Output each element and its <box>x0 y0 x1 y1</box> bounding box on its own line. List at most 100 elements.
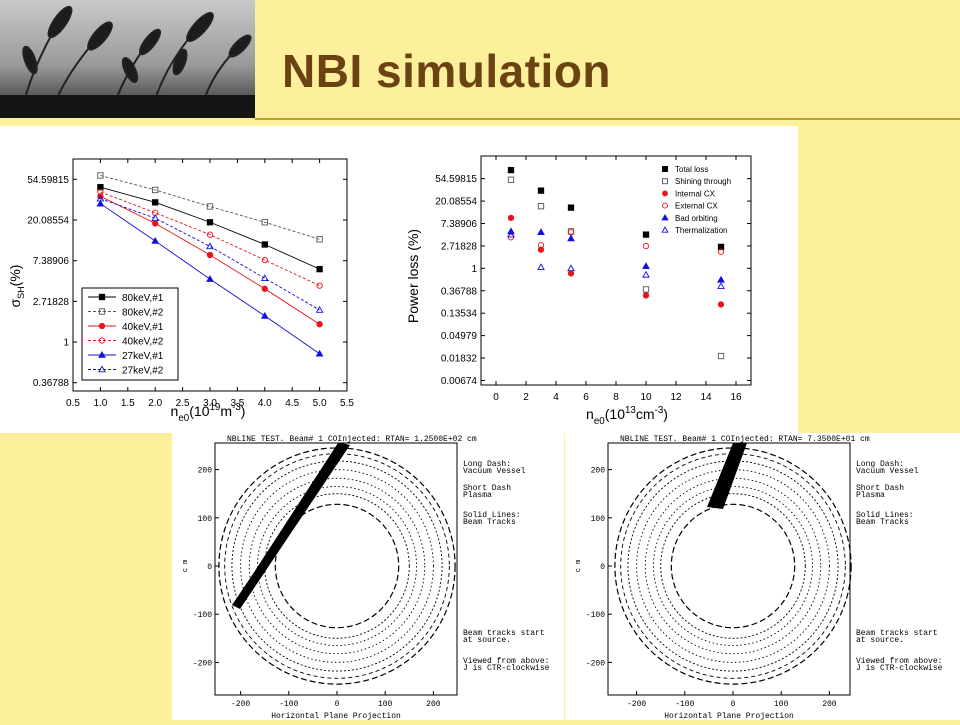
data-point <box>96 194 105 202</box>
x-tick-label: 0 <box>731 700 736 709</box>
data-point <box>206 231 214 238</box>
x-tick-label: -100 <box>279 700 298 709</box>
y-tick-label: 0 <box>207 563 212 572</box>
data-point <box>260 311 269 319</box>
note-line: Beam tracks start <box>856 629 938 638</box>
legend-label: 27keV,#2 <box>122 366 164 377</box>
data-point <box>642 262 650 269</box>
data-point <box>717 243 725 251</box>
legend-label: 80keV,#1 <box>122 293 164 304</box>
legend-box <box>81 287 179 381</box>
header-rule <box>255 118 960 120</box>
x-tick-label: 0 <box>335 700 340 709</box>
x-tick-label: 3.5 <box>230 398 244 409</box>
x-tick-label: 12 <box>670 392 682 403</box>
legend-label: 40keV,#2 <box>122 337 164 348</box>
data-point <box>567 234 575 242</box>
legend-entry: Shining through <box>662 177 731 186</box>
note-line: Vacuum Vessel <box>463 467 526 476</box>
data-point <box>206 242 214 250</box>
x-tick-label: 0 <box>493 392 499 403</box>
x-tick-label: 14 <box>700 392 712 403</box>
y-tick-label: 54.59815 <box>435 174 477 185</box>
note-line: Viewed from above: <box>463 657 549 666</box>
y-tick-label: 7.38906 <box>441 219 478 230</box>
y-tick-label: -100 <box>586 611 605 620</box>
legend-entry: Bad orbiting <box>661 214 718 223</box>
beam-projection-left: NBLINE TEST. Beam# 1 COInjected: RTAN= 1… <box>172 433 564 721</box>
x-tick-label: 5.0 <box>313 398 327 409</box>
series-27kev-1 <box>96 199 324 357</box>
series-total-loss <box>507 166 725 251</box>
data-point <box>567 270 575 277</box>
series-bad-orbiting <box>507 227 725 283</box>
x-tick-label: 5.5 <box>340 398 354 409</box>
power-loss-chart: 0 2 4 6 8 10 12 14 16 54.59815 20.08554 7.38906 2.71… <box>395 126 795 436</box>
data-point <box>717 352 725 360</box>
y-tick-label: 0.00674 <box>441 376 478 387</box>
y-axis-label: σSH(%) <box>7 265 26 308</box>
data-point <box>642 242 650 250</box>
ring <box>218 447 456 685</box>
y-tick-label: 100 <box>198 515 213 524</box>
ring <box>670 503 796 629</box>
data-point <box>507 166 515 174</box>
legend-marker <box>661 226 669 233</box>
data-point <box>206 203 214 210</box>
data-point <box>642 292 650 299</box>
y-tick-label: 100 <box>591 515 606 524</box>
legend-marker <box>661 214 669 221</box>
x-tick-label: 3.0 <box>203 398 217 409</box>
data-point <box>717 248 725 255</box>
beam-track <box>232 443 350 609</box>
note-line: Plasma <box>856 491 885 500</box>
y-tick-label: -100 <box>193 611 212 620</box>
data-point <box>316 321 323 328</box>
legend-entry: 40keV,#2 <box>88 337 164 348</box>
beam-track <box>234 443 342 603</box>
legend-marker <box>98 308 106 315</box>
data-point <box>151 214 160 221</box>
ring <box>653 486 813 646</box>
y-tick-label: -200 <box>193 659 212 668</box>
x-tick-label: 8 <box>613 392 619 403</box>
y-tick-label: 1 <box>471 264 477 275</box>
y-tick-label: 0 <box>600 563 605 572</box>
y-tick-label: 0.36788 <box>33 378 70 389</box>
data-point <box>642 286 650 293</box>
note-line: at source. <box>463 636 511 645</box>
data-point <box>537 203 545 210</box>
x-tick-label: 1.5 <box>121 398 135 409</box>
series-80kev-2 <box>97 172 323 243</box>
note-line: Solid Lines: <box>856 511 914 520</box>
slide-title: NBI simulation <box>282 45 612 97</box>
legend-label: Internal CX <box>675 189 716 198</box>
legend-marker <box>98 365 106 373</box>
y-tick-label: 2.71828 <box>33 297 70 308</box>
legend-entry: 80keV,#1 <box>88 293 164 304</box>
legend-marker <box>98 322 106 330</box>
ring <box>620 453 846 679</box>
legend-marker <box>98 337 106 344</box>
x-tick-label: 4 <box>553 392 559 403</box>
y-tick-label: 1 <box>63 338 69 349</box>
data-point <box>152 220 159 227</box>
x-tick-label: -100 <box>675 700 694 709</box>
projection-xlabel: Horizontal Plane Projection <box>664 712 794 720</box>
data-point <box>315 305 324 313</box>
x-axis-label: ne0(1019m-3) <box>171 402 246 424</box>
note-line: J is CTR-clockwise <box>856 664 943 673</box>
legend-entry: Internal CX <box>662 189 716 198</box>
data-point <box>537 187 545 194</box>
y-axis-label: Power loss (%) <box>405 229 421 323</box>
x-tick-label: 100 <box>774 700 789 709</box>
data-point <box>507 230 515 238</box>
projection-notes: Long Dash: Vacuum Vessel Short Dash Plasm… <box>856 460 943 673</box>
note-line: Long Dash: <box>856 460 904 469</box>
y-tick-label: 0.36788 <box>441 286 478 297</box>
beam-tracks <box>707 443 747 509</box>
note-line: Beam tracks start <box>463 629 545 638</box>
header-photo <box>0 0 255 118</box>
x-tick-label: 4.5 <box>285 398 299 409</box>
y-tick-label: 200 <box>591 467 606 476</box>
